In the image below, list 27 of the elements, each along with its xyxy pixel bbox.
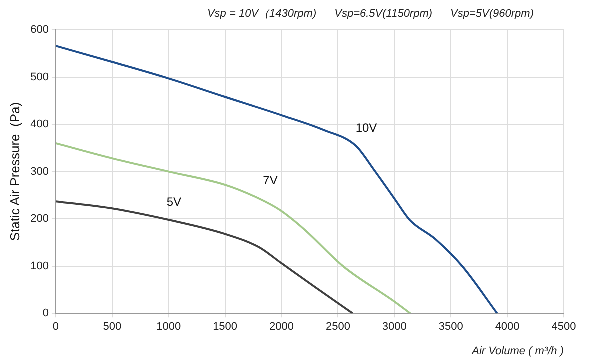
y-tick-label: 500 [30,71,49,84]
x-tick-label: 2000 [270,321,294,334]
y-tick-label: 400 [30,118,49,131]
text: Vsp=6.5V(1150rpm) [334,8,433,20]
series-label: 7V [263,174,278,188]
y-axis-title: Static Air Pressure (Pa) [7,102,22,242]
x-tick-label: 4500 [552,321,576,334]
line-series [56,142,412,314]
series-label: 5V [166,195,182,210]
x-axis-title: Air Volume ( m³/h ) [471,345,564,358]
x-tick-label: 500 [103,321,122,334]
y-tick-label: 300 [30,166,49,178]
x-tick-label: 4000 [495,321,520,334]
y-tick-label: 0 [42,308,49,320]
y-tick-label: 600 [30,24,49,36]
x-tick-label: 1000 [156,321,182,334]
x-tick-label: 3000 [382,321,407,334]
line-series [56,45,498,314]
y-tick-label: 100 [30,260,49,272]
text: Vsp=5V(960rpm) [450,8,534,20]
y-tick-label: 200 [30,213,49,226]
x-tick-label: 1500 [213,321,238,334]
x-tick-label: 3500 [438,321,464,334]
x-tick-label: 2500 [326,321,350,334]
series-label: 10V [356,120,378,135]
x-tick-label: 0 [52,321,60,334]
text: Vsp = 10V（1430rpm) [207,8,317,20]
